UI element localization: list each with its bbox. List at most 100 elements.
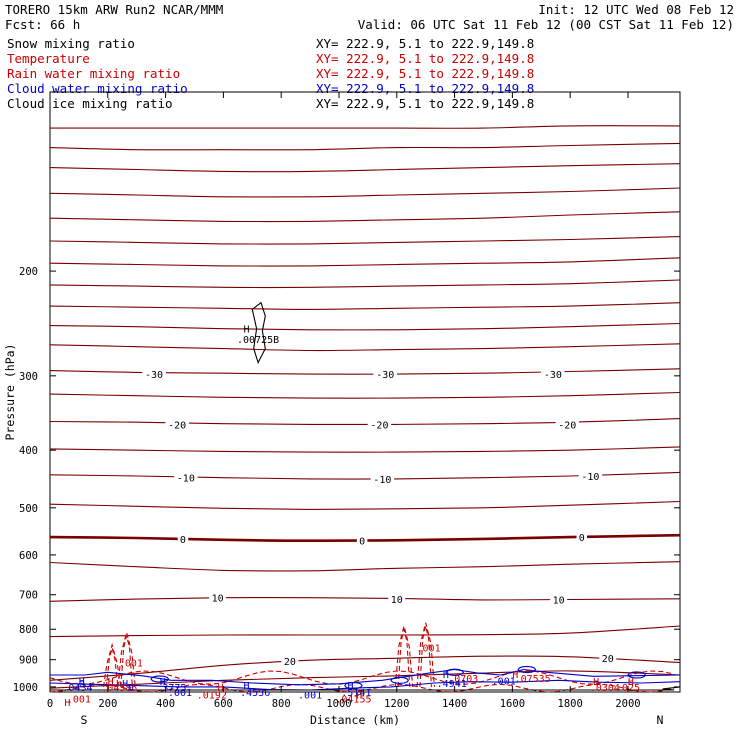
cloud-water-loop [150, 675, 170, 683]
isotherm-label: 0 [180, 535, 186, 546]
hydrometeor-contours [49, 301, 681, 693]
legend-coordinates: XY= 222.9, 5.1 to 222.9,149.8 [316, 96, 534, 111]
isotherm-line [49, 236, 681, 245]
isotherm-label-bg [356, 534, 368, 547]
isotherm-label: 0 [359, 537, 365, 548]
isotherm-line [49, 257, 681, 267]
isotherm-label: 0 [579, 533, 585, 544]
isotherm-label: 20 [284, 657, 296, 668]
isotherm-label-bg [142, 368, 166, 381]
contour-label: 0 [79, 679, 85, 690]
contour-label: H [348, 681, 354, 692]
legend-label: Cloud water mixing ratio [7, 81, 188, 96]
isotherm-label: -10 [581, 472, 599, 483]
isotherm-label-bg [550, 593, 568, 606]
cloud-water-contour [50, 668, 681, 686]
y-tick-label: 900 [19, 655, 38, 667]
isotherm-label-bg [209, 591, 227, 604]
isotherm-label-bg [541, 368, 565, 381]
isotherm-label-bg [165, 418, 189, 431]
isotherm-line [49, 561, 681, 572]
contour-label: H [160, 677, 166, 688]
y-axis-label: Pressure (hPa) [3, 344, 17, 441]
isotherm-label-bg [370, 472, 395, 485]
cloud-water-loop [517, 665, 537, 674]
rain-contour [419, 625, 433, 687]
x-tick-label: 0 [47, 698, 53, 710]
isotherm-label: -30 [145, 370, 163, 381]
cloud-water-loop [627, 671, 646, 679]
isotherm-label-bg [281, 654, 299, 667]
isotherm-line [49, 446, 681, 453]
isotherm-line [49, 391, 681, 399]
legend: Snow mixing ratio XY= 222.9, 5.1 to 222.9… [7, 36, 534, 111]
cloud-water-loop [390, 676, 409, 684]
rain-contour [105, 647, 119, 687]
isotherm-label: 20 [602, 654, 614, 665]
isotherm-label: -10 [373, 475, 391, 486]
y-tick-label: 800 [19, 624, 38, 636]
rain-contour [120, 635, 133, 687]
x-tick-label: 1400 [442, 698, 467, 710]
contour-label: .04155 [335, 694, 371, 705]
contour-label: .4941 [437, 679, 467, 690]
contour-label: .3775 [156, 683, 186, 694]
forecast-hour: Fcst: 66 h [5, 17, 80, 32]
isotherm-label: -30 [544, 370, 562, 381]
x-tick-label: 400 [156, 698, 175, 710]
isotherm-label-bg [373, 368, 397, 381]
x-tick-label: 1600 [500, 698, 525, 710]
y-tick-label: 600 [19, 550, 38, 562]
isotherm-line [49, 500, 681, 510]
rain-contour [416, 622, 435, 687]
x-tick-label: 2000 [615, 698, 640, 710]
isotherm-line [49, 211, 681, 223]
contour-label: .0703 [448, 674, 478, 685]
isotherm-line [49, 596, 681, 602]
x-tick-label: 1000 [326, 698, 351, 710]
isotherm-line [49, 471, 681, 480]
isotherm-label-bg [174, 471, 198, 484]
rain-contour [49, 670, 675, 685]
terrain-line [50, 686, 681, 691]
isotherm-label-bg [555, 418, 580, 431]
x-tick-label: 1200 [384, 698, 409, 710]
south-endpoint: S [81, 713, 88, 727]
contour-label: H [628, 677, 634, 688]
isotherm-label: -20 [370, 420, 388, 431]
x-tick-label: 200 [98, 698, 117, 710]
y-tick-label: 200 [19, 266, 38, 278]
legend-label: Snow mixing ratio [7, 36, 135, 51]
y-tick-label: 1000 [13, 682, 38, 694]
plot-frame [49, 91, 681, 693]
contour-label: .00725B [237, 335, 279, 346]
isotherm-line [49, 279, 681, 289]
isotherm-line [49, 142, 681, 151]
isotherms [49, 125, 681, 689]
contour-label: H [79, 677, 85, 688]
contour-label: H [356, 691, 362, 702]
isotherm-line [49, 343, 681, 352]
isotherm-label-bg [576, 531, 587, 544]
cloud-water-contour [49, 679, 681, 691]
axes: 0 200 400 600 800 1000 1200 1400 1600 1800 2000200… [13, 92, 680, 710]
x-tick-label: 600 [214, 698, 233, 710]
isotherm-label: 10 [391, 595, 403, 606]
contour-label: .5141 [341, 688, 371, 699]
x-tick-label: 1800 [558, 698, 583, 710]
isotherm-line [49, 302, 681, 310]
contour-label: H [243, 325, 249, 336]
isotherm-label-bg [367, 418, 392, 431]
contour-label: H [64, 698, 70, 709]
isotherm-label: -20 [558, 420, 576, 431]
contour-label: .07535 [515, 674, 551, 685]
init-time: Init: 12 UTC Wed 08 Feb 12 [538, 2, 734, 17]
isotherm-label: -30 [376, 370, 394, 381]
x-axis-label: Distance (km) [310, 713, 400, 727]
isotherm-label-bg [177, 532, 189, 545]
contour-label: .4536 [240, 688, 270, 699]
rain-contour [397, 629, 411, 687]
rain-contour [394, 625, 414, 687]
legend-label: Temperature [7, 51, 90, 66]
